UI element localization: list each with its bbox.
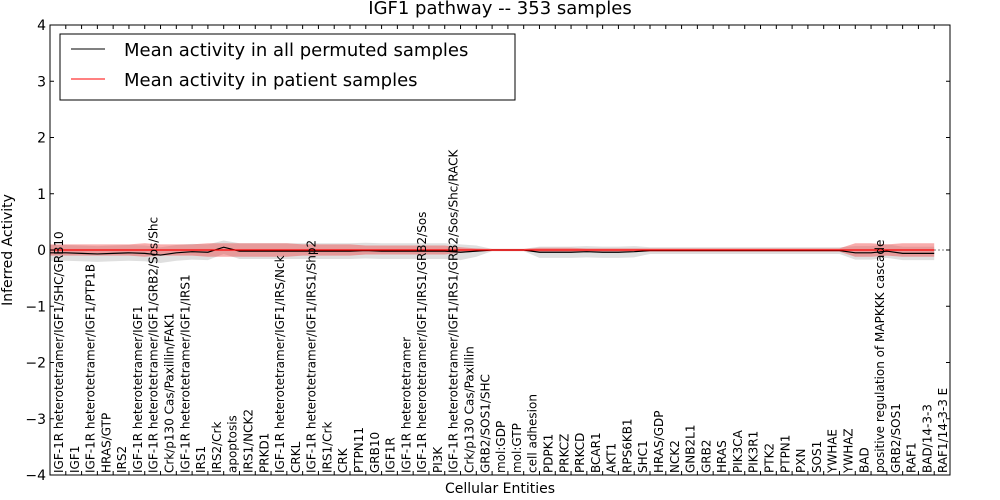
x-tick-label: GRB2 [699,439,713,473]
x-tick-label: BCAR1 [589,432,603,473]
x-tick-label: cell adhesion [526,394,540,473]
x-tick-label: NCK2 [668,440,682,473]
series-lines [50,246,950,256]
x-tick-label: IGF-1R heterotetramer/IGF1/GRB2/Sos/Shc [147,217,161,473]
x-tick-label: GNB2L1 [684,425,698,473]
x-tick-label: IGF-1R heterotetramer [399,337,413,473]
y-tick-label: −1 [25,299,46,315]
x-tick-label: RAF1 [905,442,919,473]
x-tick-label: CRK [336,447,350,473]
x-tick-label: IGF1R [384,437,398,473]
x-axis-label: Cellular Entities [445,481,555,497]
x-tick-label: GRB2/SOS1 [889,403,903,473]
y-tick-label: −4 [25,468,46,484]
x-tick-label: PDPK1 [541,434,555,473]
x-tick-label: PIK3CA [731,429,745,473]
x-tick-label: SOS1 [810,441,824,473]
std-bands [50,240,935,263]
x-tick-label: PXN [794,449,808,473]
x-tick-label: PI3K [431,446,445,473]
x-tick-label: Crk/p130 Cas/Paxillin [463,346,477,473]
x-tick-label: BAD/14-3-3 [920,404,934,473]
x-tick-label: IGF-1R heterotetramer/IGF1/IRS1 [178,274,192,473]
x-tick-label: IGF-1R heterotetramer/IGF1/IRS1/GRB2/Sos [415,212,429,473]
x-tick-label: IRS2 [115,446,129,473]
x-tick-label: HRAS/GDP [652,410,666,473]
y-axis-label: Inferred Activity [0,194,16,306]
x-tick-labels: IGF-1R heterotetramer/IGF1/SHC/GRB10 IGF1… [52,148,950,474]
x-tick-label: IRS1/Crk [320,422,334,473]
legend: Mean activity in all permuted samples Me… [59,33,516,101]
x-tick-label: BAD [857,447,871,473]
y-tick-label: −3 [25,412,46,428]
x-tick-label: SHC1 [636,440,650,473]
x-tick-label: IGF-1R heterotetramer/IGF1 [131,306,145,473]
x-tick-label: YWHAZ [841,428,855,474]
x-tick-label: CRKL [289,441,303,473]
x-tick-label: IGF-1R heterotetramer/IGF1/IRS1/Shp2 [305,240,319,473]
x-tick-label: mol:GDP [494,421,508,473]
legend-box [59,33,516,101]
x-tick-label: IRS1/NCK2 [241,409,255,473]
y-tick-label: 2 [37,131,46,147]
x-tick-label: PRKCZ [557,434,571,473]
x-tick-label: IGF-1R heterotetramer/IGF1/IRS/Nck [273,255,287,473]
x-tick-label: apoptosis [226,415,240,473]
x-tick-label: IRS2/Crk [210,422,224,473]
x-tick-label: PTK2 [763,443,777,473]
x-tick-label: HRAS/GTP [99,413,113,473]
x-tick-label: GRB2/SOS1/SHC [478,374,492,473]
x-tick-label: PTPN1 [778,435,792,473]
y-tick-label: 0 [37,243,46,259]
x-tick-label: IGF1 [68,446,82,473]
y-tick-label: 3 [37,74,46,90]
x-tick-label: RAF1/14-3-3 E [936,388,950,473]
chart-title: IGF1 pathway -- 353 samples [368,0,631,19]
x-tick-label: YWHAE [826,429,840,474]
x-tick-label: PIK3R1 [747,431,761,473]
x-axis-ticks [49,25,935,475]
legend-label-patient: Mean activity in patient samples [124,70,418,91]
x-tick-label: HRAS [715,440,729,473]
x-tick-label: IRS1 [194,446,208,473]
x-tick-label: PTPN11 [352,427,366,473]
x-tick-label: RPS6KB1 [620,418,634,473]
y-tick-label: −2 [25,356,46,372]
x-tick-label: mol:GTP [510,423,524,473]
x-tick-label: AKT1 [605,443,619,473]
std-band-permuted [50,240,935,263]
y-tick-label: 1 [37,187,46,203]
x-tick-label: positive regulation of MAPKKK cascade [873,240,887,473]
x-tick-label: IGF-1R heterotetramer/IGF1/IRS1/GRB2/Sos… [447,148,461,473]
x-tick-label: IGF-1R heterotetramer/IGF1/PTP1B [84,264,98,473]
x-tick-label: GRB10 [368,432,382,473]
x-tick-label: IGF-1R heterotetramer/IGF1/SHC/GRB10 [52,231,66,473]
legend-label-permuted: Mean activity in all permuted samples [124,40,468,61]
y-tick-label: 4 [37,18,46,34]
x-tick-label: PRKCD [573,433,587,473]
x-tick-label: Crk/p130 Cas/Paxillin/FAK1 [163,313,177,473]
x-tick-label: PRKD1 [257,433,271,473]
y-axis: −4 −3 −2 −1 0 1 2 3 4 [25,18,950,484]
